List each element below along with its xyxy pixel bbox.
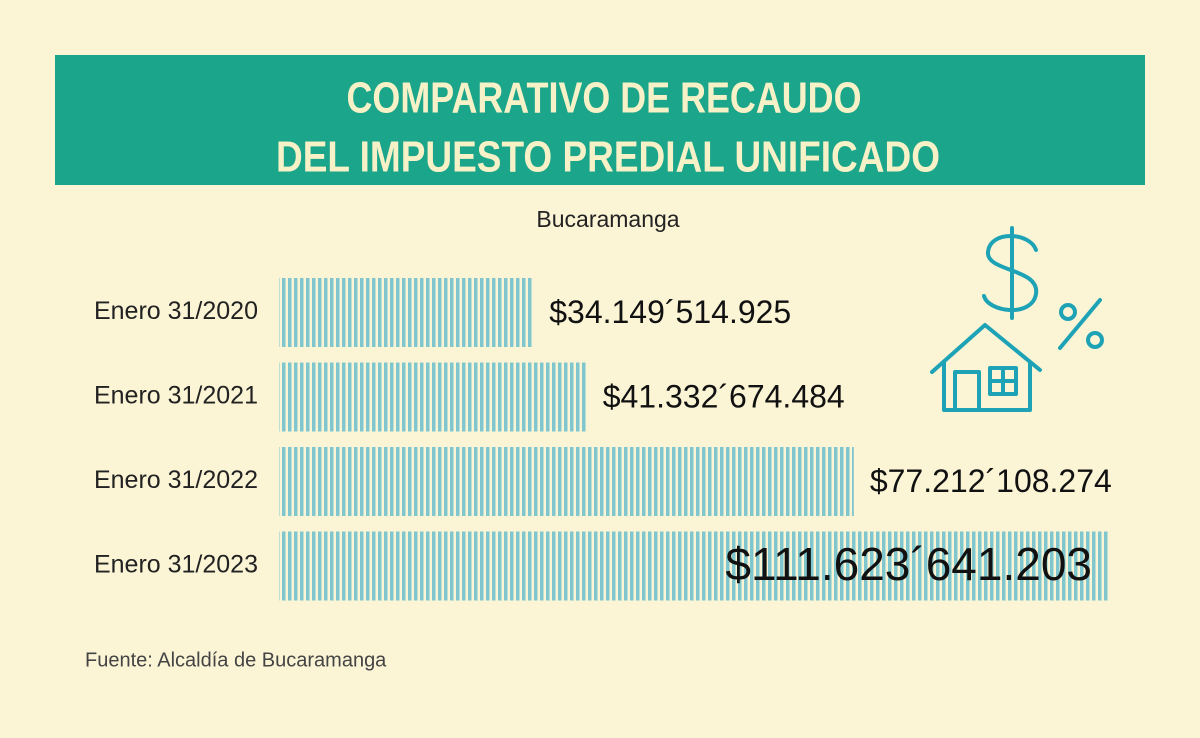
bar [279,447,854,516]
source-note: Fuente: Alcaldía de Bucaramanga [85,649,387,671]
bar [279,278,534,347]
value-label: $41.332´674.484 [603,378,845,414]
header-band [55,55,1145,185]
value-label: $34.149´514.925 [549,294,791,330]
bar [279,362,587,432]
house-money-icon [930,226,1104,412]
category-label: Enero 31/2022 [94,466,258,494]
category-label: Enero 31/2023 [94,551,258,579]
chart-subtitle: Bucaramanga [536,206,679,232]
value-label: $77.212´108.274 [870,463,1112,499]
chart-title: DEL IMPUESTO PREDIAL UNIFICADO [276,133,940,182]
chart-title: COMPARATIVO DE RECAUDO [347,74,862,123]
bar [279,531,1110,601]
value-label: $111.623´641.203 [725,538,1092,590]
category-label: Enero 31/2020 [94,297,258,325]
category-label: Enero 31/2021 [94,382,258,410]
